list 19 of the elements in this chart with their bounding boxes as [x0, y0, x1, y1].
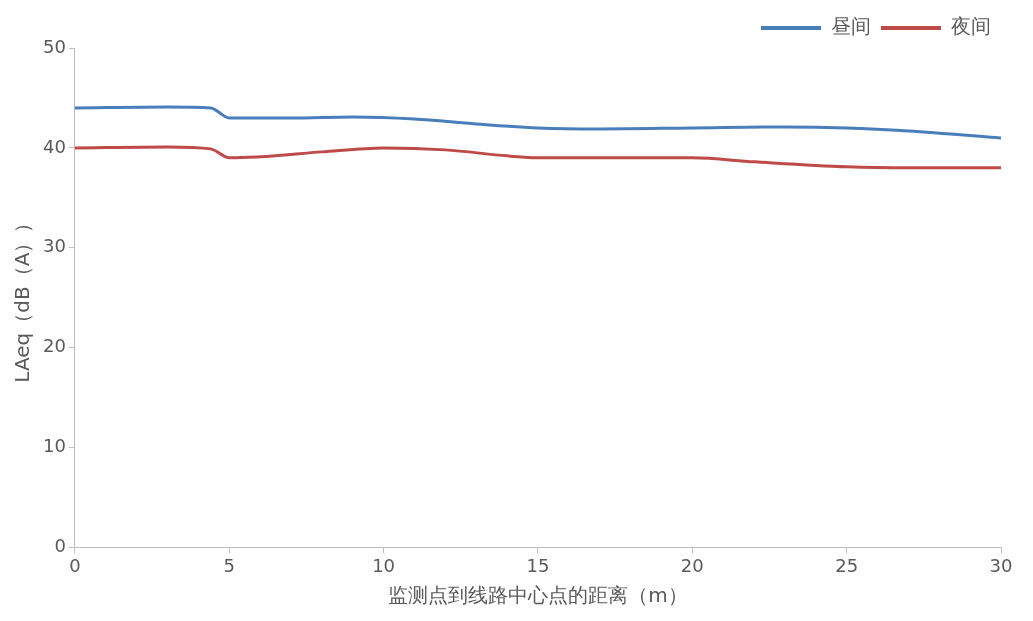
y-tick-label: 30	[43, 235, 66, 257]
x-tick-label: 25	[835, 554, 859, 576]
x-tick-label: 5	[223, 554, 235, 576]
y-tick-label: 40	[43, 135, 66, 157]
y-axis-title: LAeq（dB（A））	[10, 212, 35, 383]
x-tick-label: 15	[526, 554, 550, 576]
legend-label: 昼间	[831, 14, 871, 39]
y-tick-label: 50	[43, 35, 66, 57]
x-axis-title: 监测点到线路中心点的距离（m）	[388, 583, 688, 608]
x-tick-label: 20	[680, 554, 704, 576]
line-series	[74, 145, 1001, 170]
y-tick-label: 10	[43, 435, 66, 457]
x-tick-label: 30	[989, 554, 1013, 576]
x-tick-label: 10	[372, 554, 396, 576]
x-tick-label: 0	[69, 554, 81, 576]
legend-label: 夜间	[951, 14, 991, 39]
y-tick-label: 0	[54, 535, 66, 557]
y-tick-label: 20	[43, 335, 66, 357]
line-series	[74, 105, 1001, 140]
